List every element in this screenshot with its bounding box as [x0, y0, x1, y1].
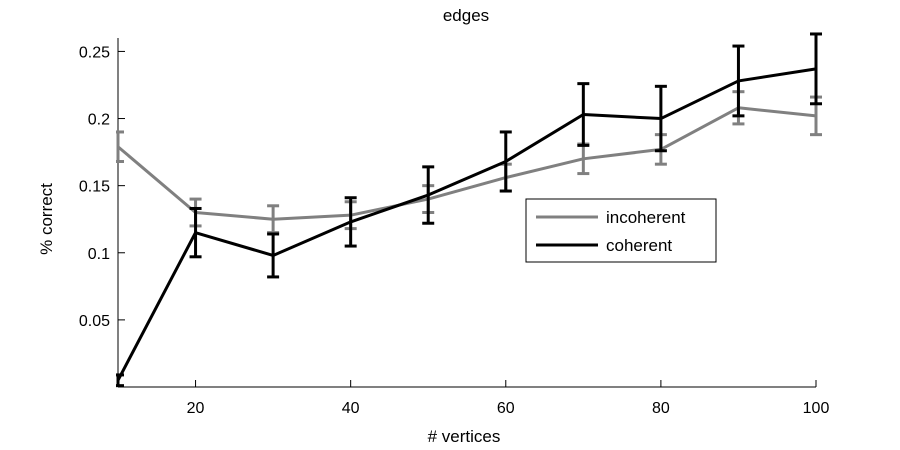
x-tick-label: 60 [497, 400, 515, 417]
data-point-coherent [271, 253, 275, 257]
data-point-coherent [194, 231, 198, 235]
data-point-coherent [659, 117, 663, 121]
axes: 20 40 60 80 100 0.05 0.1 0.15 0.2 0.25 [79, 38, 830, 417]
data-point-incoherent [581, 157, 585, 161]
legend-box [525, 198, 717, 263]
legend-label-coherent: coherent [606, 236, 672, 255]
data-point-coherent [426, 193, 430, 197]
x-axis-label: # vertices [428, 427, 501, 446]
data-point-incoherent [116, 145, 120, 149]
y-tick-label: 0.1 [88, 246, 110, 263]
data-point-coherent [349, 220, 353, 224]
y-axis-label: % correct [37, 183, 56, 255]
data-point-coherent [736, 79, 740, 83]
y-tick-label: 0.25 [79, 44, 110, 61]
series-line-incoherent [117, 106, 817, 221]
data-point-coherent [504, 159, 508, 163]
legend-label-incoherent: incoherent [606, 208, 686, 227]
data-point-coherent [581, 113, 585, 117]
data-point-incoherent [271, 217, 275, 221]
data-point-incoherent [814, 114, 818, 118]
x-tick-label: 40 [342, 400, 360, 417]
series-line-coherent [116, 67, 817, 381]
data-point-coherent [814, 67, 818, 71]
x-tick-label: 100 [803, 400, 830, 417]
y-tick-label: 0.2 [88, 112, 110, 129]
series-coherent [116, 32, 822, 388]
y-tick-label: 0.05 [79, 313, 110, 330]
y-tick-label: 0.15 [79, 179, 110, 196]
x-tick-label: 80 [652, 400, 670, 417]
series-layer [116, 32, 822, 388]
x-tick-label: 20 [187, 400, 205, 417]
chart-title: edges [443, 6, 489, 25]
data-point-coherent [116, 378, 120, 382]
legend: incoherent coherent [525, 198, 717, 263]
